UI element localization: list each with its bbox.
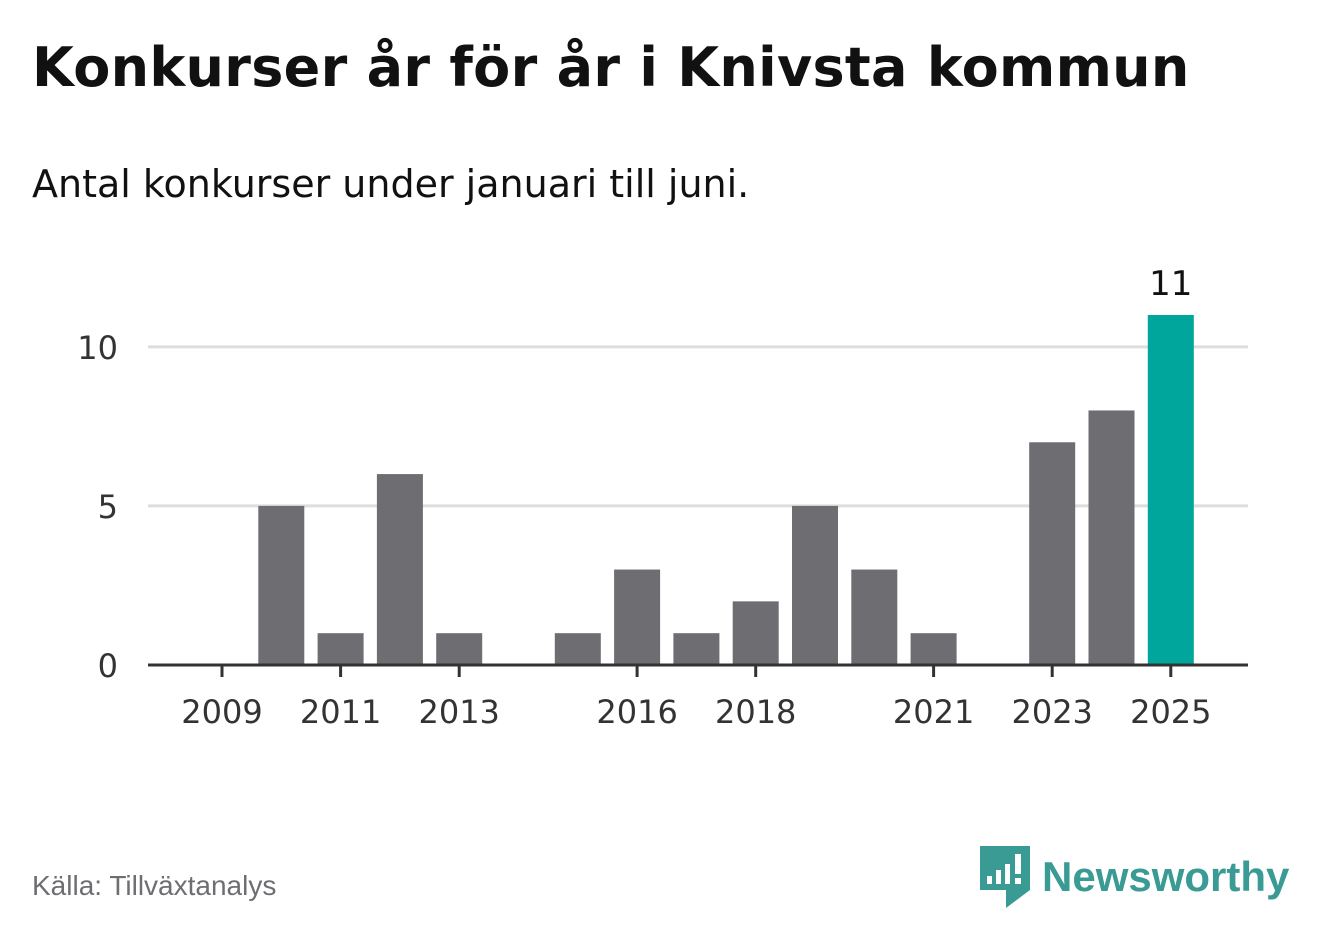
bar — [258, 505, 305, 665]
bar — [1029, 442, 1076, 665]
bar — [376, 474, 423, 665]
x-tick-label: 2011 — [300, 693, 381, 731]
data-label: 11 — [1149, 264, 1192, 304]
bar — [1088, 410, 1135, 665]
bar — [910, 633, 957, 665]
bar — [436, 633, 483, 665]
brand: Newsworthy — [980, 846, 1289, 908]
bar — [317, 633, 364, 665]
chart-title: Konkurser år för år i Knivsta kommun — [32, 36, 1190, 99]
y-tick-label: 0 — [98, 647, 118, 685]
bar — [792, 505, 838, 665]
bar — [1147, 315, 1194, 665]
x-tick-label: 2009 — [181, 693, 262, 731]
x-tick-label: 2018 — [715, 693, 796, 731]
x-tick-label: 2021 — [893, 693, 974, 731]
bar — [554, 633, 601, 665]
chart-subtitle: Antal konkurser under januari till juni. — [32, 162, 750, 206]
brand-name: Newsworthy — [1042, 853, 1290, 900]
bar — [732, 601, 779, 665]
source-note: Källa: Tillväxtanalys — [32, 870, 277, 901]
x-tick-label: 2016 — [596, 693, 677, 731]
bar — [614, 569, 661, 665]
x-tick-label: 2025 — [1130, 693, 1211, 731]
bar — [673, 633, 720, 665]
x-tick-label: 2013 — [418, 693, 499, 731]
y-tick-label: 5 — [98, 488, 118, 526]
y-tick-label: 10 — [77, 329, 118, 367]
newsworthy-logo-icon — [980, 846, 1030, 908]
bar — [851, 569, 898, 665]
x-tick-label: 2023 — [1011, 693, 1092, 731]
